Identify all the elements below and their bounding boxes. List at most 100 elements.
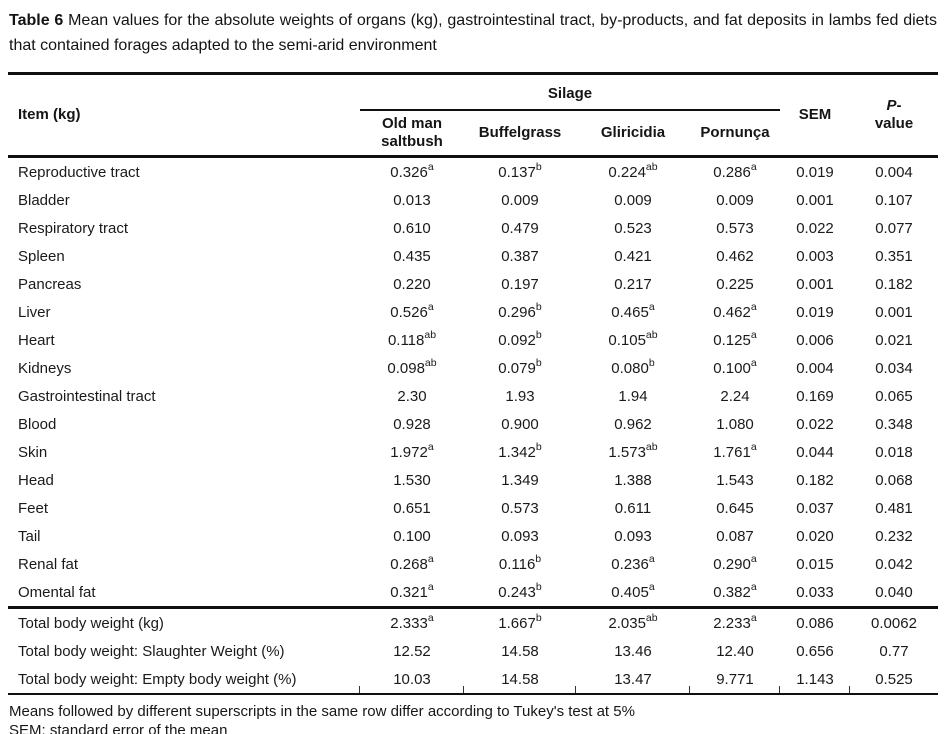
cell-superscript: b xyxy=(535,440,542,453)
cell-p-value: 0.232 xyxy=(875,527,913,545)
cell-value: 0.321 xyxy=(390,583,428,601)
cell-value: 0.900 xyxy=(501,415,539,433)
cell-gliricidia: 13.46 xyxy=(576,637,690,665)
cell-value: 0.645 xyxy=(716,499,754,517)
table-row: Bladder 0.013 0.009 0.009 0.009 0.001 0.… xyxy=(8,186,938,214)
cell-pornunca: 2.24 xyxy=(690,382,780,410)
cell-sem: 0.022 xyxy=(796,415,834,433)
cell-value: 1.761 xyxy=(713,443,751,461)
table-caption-text: Mean values for the absolute weights of … xyxy=(9,12,937,54)
cell-value: 0.296 xyxy=(498,303,536,321)
p-italic: P xyxy=(886,97,897,114)
cell-value: 0.093 xyxy=(614,527,652,545)
cell-sem: 0.037 xyxy=(796,499,834,517)
cell-superscript: a xyxy=(427,552,434,565)
cell-gliricidia: 0.217 xyxy=(576,270,690,298)
cell-pornunca: 1.543 xyxy=(690,466,780,494)
cell-buffelgrass: 0.243b xyxy=(464,578,576,608)
cell-value: 1.342 xyxy=(498,443,536,461)
table-header: Item (kg) Silage SEM P- value Old man sa… xyxy=(8,73,938,158)
row-item-label: Spleen xyxy=(18,247,65,265)
cell-p-value: 0.004 xyxy=(875,163,913,181)
cell-value: 0.382 xyxy=(713,583,751,601)
cell-value: 0.326 xyxy=(390,163,428,181)
table-caption-label: Table 6 xyxy=(9,12,64,29)
cell-superscript: a xyxy=(750,356,757,369)
cell-buffelgrass: 1.667b xyxy=(464,606,576,637)
cell-superscript: b xyxy=(648,356,655,369)
cell-superscript: a xyxy=(427,160,434,173)
p-hyphen: - xyxy=(896,97,902,114)
cell-superscript: ab xyxy=(645,160,658,173)
cell-p-value: 0.77 xyxy=(879,642,909,660)
cell-sem: 0.656 xyxy=(796,642,834,660)
row-item-label: Omental fat xyxy=(18,583,96,601)
table-row: Kidneys 0.098ab 0.079b 0.080b 0.100a 0.0… xyxy=(8,354,938,382)
table-row: Reproductive tract 0.326a 0.137b 0.224ab… xyxy=(8,157,938,187)
table-row: Pancreas 0.220 0.197 0.217 0.225 0.001 0… xyxy=(8,270,938,298)
cell-superscript: a xyxy=(427,580,434,593)
cell-sem: 0.020 xyxy=(796,527,834,545)
group-header-silage: Silage xyxy=(360,73,780,111)
cell-gliricidia: 0.465a xyxy=(576,298,690,326)
cell-buffelgrass: 0.573 xyxy=(464,494,576,522)
row-item-label: Total body weight: Empty body weight (%) xyxy=(8,665,360,695)
cell-value: 2.233 xyxy=(713,614,751,632)
cell-buffelgrass: 1.342b xyxy=(464,438,576,466)
cell-gliricidia: 1.388 xyxy=(576,466,690,494)
cell-value: 0.479 xyxy=(501,219,539,237)
total-row: Total body weight: Slaughter Weight (%) … xyxy=(8,637,938,665)
row-item-label: Total body weight (kg) xyxy=(8,606,360,637)
cell-buffelgrass: 0.197 xyxy=(464,270,576,298)
cell-old-man-saltbush: 0.526a xyxy=(360,298,464,326)
cell-value: 0.118 xyxy=(387,331,425,349)
cell-buffelgrass: 0.093 xyxy=(464,522,576,550)
cell-sem: 0.004 xyxy=(796,359,834,377)
cell-pornunca: 0.100a xyxy=(690,354,780,382)
cell-buffelgrass: 0.079b xyxy=(464,354,576,382)
cell-sem: 0.019 xyxy=(796,163,834,181)
row-item-label: Pancreas xyxy=(18,275,82,293)
cell-value: 1.388 xyxy=(614,471,652,489)
cell-pornunca: 0.290a xyxy=(690,550,780,578)
cell-value: 14.58 xyxy=(501,670,539,688)
cell-old-man-saltbush: 0.220 xyxy=(360,270,464,298)
cell-value: 0.220 xyxy=(393,275,431,293)
row-item-label: Liver xyxy=(18,303,51,321)
table-row: Feet 0.651 0.573 0.611 0.645 0.037 0.481 xyxy=(8,494,938,522)
column-header-item: Item (kg) xyxy=(8,73,360,158)
cell-value: 0.098 xyxy=(387,359,425,377)
cell-old-man-saltbush: 0.610 xyxy=(360,214,464,242)
cell-value: 0.100 xyxy=(713,359,751,377)
column-header-old-man-saltbush: Old man saltbush xyxy=(360,110,464,158)
cell-sem: 0.022 xyxy=(796,219,834,237)
cell-pornunca: 1.080 xyxy=(690,410,780,438)
cell-superscript: a xyxy=(750,160,757,173)
group-header-row: Item (kg) Silage SEM P- value xyxy=(8,73,938,158)
cell-value: 0.405 xyxy=(611,583,649,601)
cell-pornunca: 0.462 xyxy=(690,242,780,270)
cell-buffelgrass: 0.092b xyxy=(464,326,576,354)
cell-sem: 0.169 xyxy=(796,387,834,405)
cell-value: 0.080 xyxy=(611,359,649,377)
cell-p-value: 0.107 xyxy=(875,191,913,209)
cell-value: 0.651 xyxy=(393,499,431,517)
cell-value: 13.47 xyxy=(614,670,652,688)
column-header-buffelgrass: Buffelgrass xyxy=(464,110,576,158)
cell-p-value: 0.525 xyxy=(849,665,938,695)
cell-pornunca: 0.573 xyxy=(690,214,780,242)
cell-value: 0.962 xyxy=(614,415,652,433)
cell-value: 1.530 xyxy=(393,471,431,489)
cell-value: 0.013 xyxy=(393,191,431,209)
row-item-label: Heart xyxy=(18,331,55,349)
cell-p-value: 0.021 xyxy=(875,331,913,349)
cell-superscript: b xyxy=(535,160,542,173)
cell-superscript: ab xyxy=(424,328,437,341)
column-header-sem: SEM xyxy=(780,73,850,158)
table-body: Reproductive tract 0.326a 0.137b 0.224ab… xyxy=(8,157,938,608)
cell-pornunca: 0.225 xyxy=(690,270,780,298)
table-totals-section: Total body weight (kg) 2.333a 1.667b 2.0… xyxy=(8,606,938,695)
cell-value: 0.009 xyxy=(716,191,754,209)
cell-value: 0.573 xyxy=(716,219,754,237)
